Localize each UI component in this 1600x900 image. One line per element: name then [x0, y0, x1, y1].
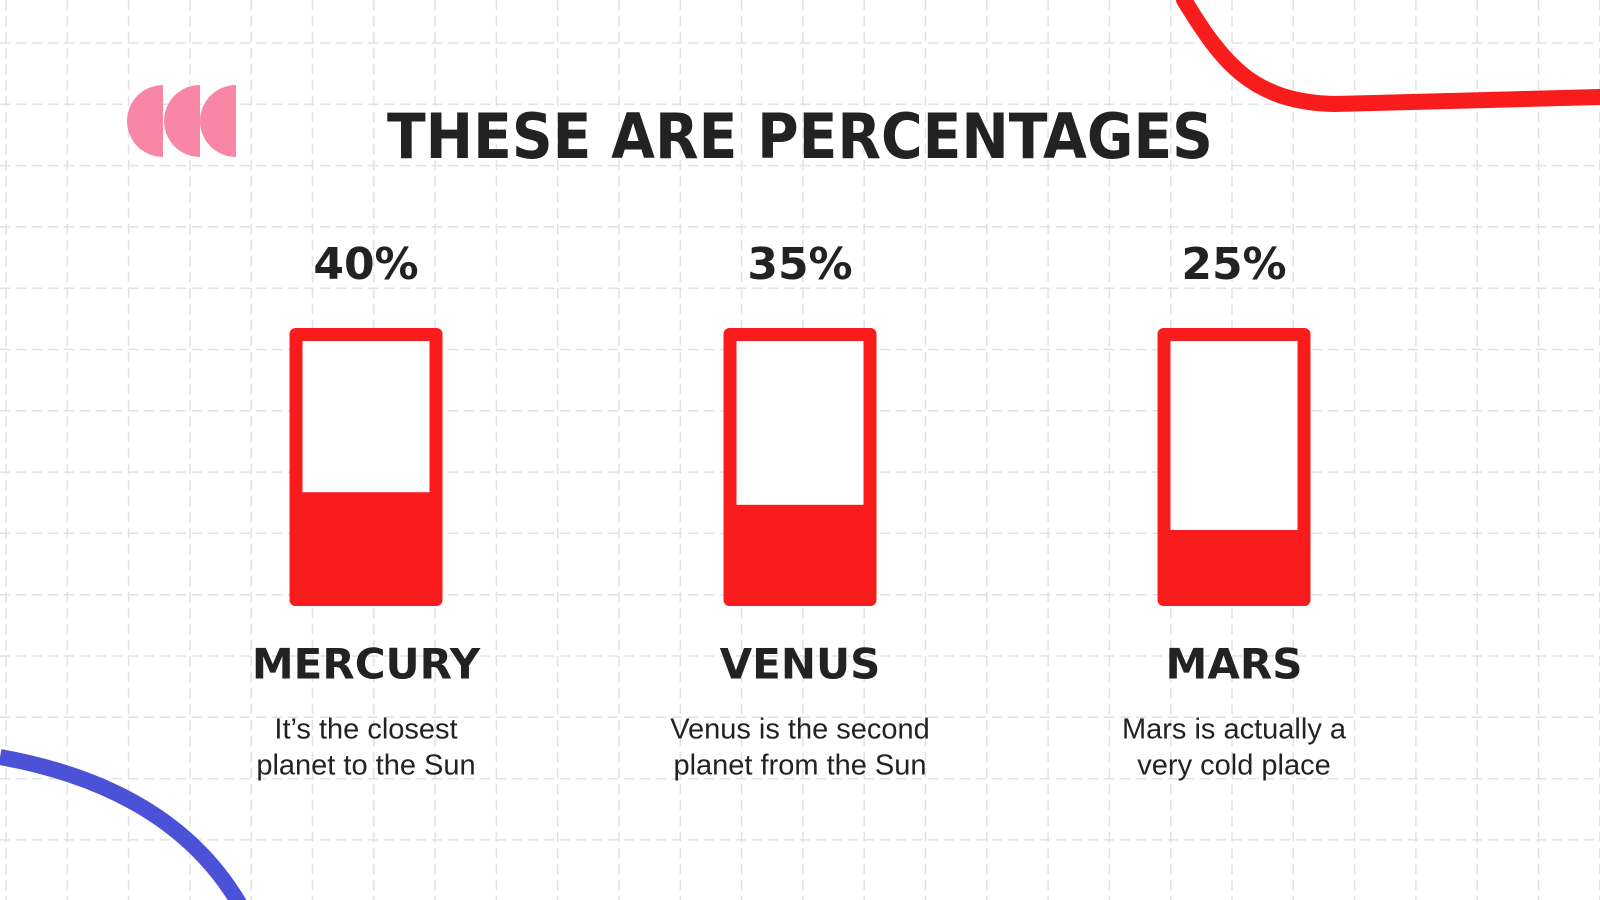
description: very cold place [1137, 750, 1330, 782]
category-label: VENUS [720, 640, 881, 689]
category-label: MERCURY [252, 640, 481, 689]
description: planet from the Sun [673, 750, 926, 782]
pink-half-circle [164, 85, 200, 157]
value-label: 35% [747, 239, 852, 290]
description: planet to the Sun [256, 750, 475, 782]
pink-half-circle [127, 85, 163, 157]
value-label: 40% [313, 239, 418, 290]
decor-blue-arc [0, 749, 247, 900]
value-label: 25% [1181, 239, 1286, 290]
chart-title: THESE ARE PERCENTAGES [387, 100, 1213, 173]
gauge-fill [1170, 530, 1298, 593]
decor-red-curve [1176, 0, 1600, 113]
decor-pink-shapes [127, 85, 236, 157]
pink-half-circle [200, 85, 236, 157]
gauge-fill [736, 504, 864, 593]
description: Mars is actually a [1122, 714, 1347, 746]
description: Venus is the second [670, 714, 930, 746]
category-label: MARS [1166, 640, 1303, 689]
gauge-fill [302, 492, 430, 593]
description: It’s the closest [274, 714, 457, 746]
